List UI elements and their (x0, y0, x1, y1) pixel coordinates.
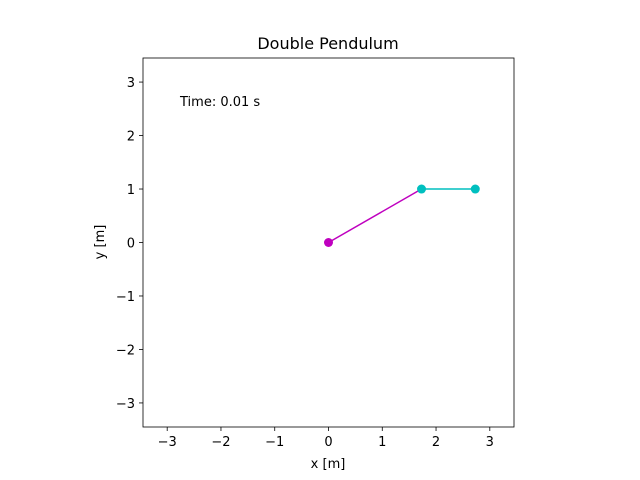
y-tick-label: −2 (116, 343, 135, 358)
axis-ticks: −3 −2 −1 0 1 2 3 −3 −2 −1 0 1 2 3 (116, 76, 494, 450)
x-tick-label: 3 (486, 435, 494, 450)
y-tick-label: 3 (127, 76, 135, 91)
x-tick-label: −3 (158, 435, 177, 450)
y-tick-label: 1 (127, 183, 135, 198)
x-axis-label: x [m] (311, 457, 346, 472)
y-tick-label: −1 (116, 290, 135, 305)
x-tick-label: −2 (211, 435, 230, 450)
x-tick-label: −1 (265, 435, 284, 450)
y-axis-label: y [m] (93, 225, 108, 260)
y-tick-label: 0 (127, 237, 135, 252)
pendulum-bob-marker (470, 184, 480, 194)
y-tick-label: 2 (127, 130, 135, 145)
time-annotation: Time: 0.01 s (179, 95, 260, 110)
x-tick-label: 2 (432, 435, 440, 450)
pendulum-bob-marker (417, 184, 427, 194)
pendulum-arm-1 (328, 188, 422, 244)
x-tick-label: 1 (378, 435, 386, 450)
pendulum-bob-marker (324, 238, 333, 247)
chart-title: Double Pendulum (257, 34, 398, 53)
y-tick-label: −3 (116, 397, 135, 412)
x-tick-label: 0 (324, 435, 332, 450)
